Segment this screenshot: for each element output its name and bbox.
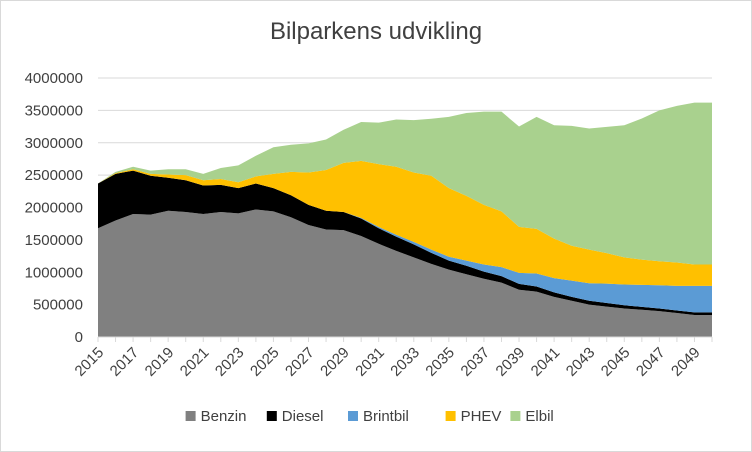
area-series-diesel: [98, 170, 712, 315]
chart-title: Bilparkens udvikling: [269, 18, 483, 45]
y-tick-label: 0: [75, 329, 83, 346]
legend-label-brintbil: Brintbil: [363, 408, 409, 425]
x-tick-label: 2027: [282, 344, 318, 380]
legend-label-benzin: Benzin: [201, 408, 247, 425]
x-tick-label: 2037: [458, 344, 494, 380]
area-series-elbil: [98, 102, 712, 265]
y-tick-label: 4000000: [25, 70, 83, 87]
y-tick-label: 3000000: [25, 135, 83, 152]
x-tick-label: 2041: [528, 344, 564, 380]
plot-area: [98, 102, 712, 337]
legend-swatch-elbil: [510, 411, 521, 421]
x-tick-label: 2049: [668, 344, 704, 380]
legend-label-diesel: Diesel: [282, 408, 324, 425]
x-tick-label: 2015: [72, 344, 108, 380]
legend-swatch-benzin: [185, 411, 196, 421]
y-tick-label: 2500000: [25, 167, 83, 184]
x-tick-label: 2023: [212, 344, 248, 380]
y-tick-label: 2000000: [25, 200, 83, 217]
y-tick-label: 1000000: [25, 264, 83, 281]
legend-label-elbil: Elbil: [525, 408, 553, 425]
x-tick-label: 2021: [177, 344, 213, 380]
x-tick-label: 2031: [352, 344, 388, 380]
x-tick-label: 2025: [247, 344, 283, 380]
area-series-brintbil: [98, 170, 712, 313]
legend-swatch-phev: [445, 411, 456, 421]
legend-label-phev: PHEV: [461, 408, 502, 425]
x-tick-label: 2039: [493, 344, 529, 380]
x-tick-label: 2019: [142, 344, 178, 380]
legend: Benzin Diesel Brintbil PHEV Elbil: [185, 408, 554, 425]
axes: 0 500000 1000000 1500000 2000000 2500000 30000…: [25, 70, 713, 380]
area-series-benzin: [98, 209, 712, 337]
x-tick-label: 2035: [422, 344, 458, 380]
x-tick-label: 2029: [317, 344, 353, 380]
x-tick-label: 2047: [633, 344, 669, 380]
x-tick-label: 2045: [598, 344, 634, 380]
legend-swatch-brintbil: [348, 411, 358, 421]
x-tick-label: 2033: [387, 344, 423, 380]
y-tick-label: 3500000: [25, 102, 83, 119]
area-series-phev: [98, 160, 712, 286]
legend-swatch-diesel: [266, 411, 277, 421]
x-tick-label: 2043: [563, 344, 599, 380]
y-tick-label: 1500000: [25, 232, 83, 249]
y-tick-label: 500000: [33, 297, 83, 314]
x-tick-label: 2017: [107, 344, 143, 380]
